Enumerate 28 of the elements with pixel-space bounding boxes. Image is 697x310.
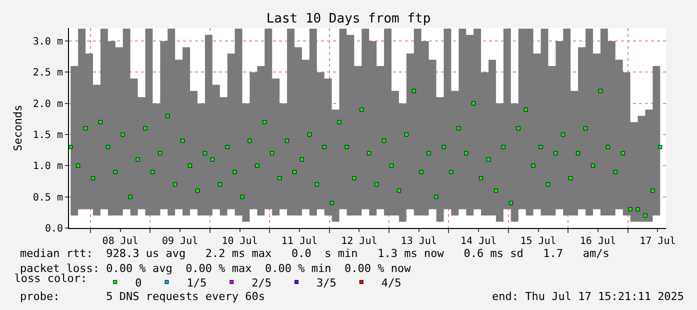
text: packet loss: 0.00 % avg 0.00 % max 0.00 % min 0.00 % now	[20, 262, 412, 275]
legend-label: 2/5	[252, 276, 272, 290]
y-tick-label: 1.5 m	[32, 130, 63, 142]
y-tick-label: 0.0	[44, 224, 63, 234]
y-tick-label: 0.5 m	[32, 192, 63, 204]
x-tick-label: 08 Jul	[102, 236, 138, 247]
legend-label: 0	[135, 276, 142, 290]
x-tick-label: 16 Jul	[580, 236, 616, 247]
chart-title: Last 10 Days from ftp	[266, 12, 431, 27]
text: end: Thu Jul 17 15:21:11 2025	[492, 290, 684, 303]
text: median rtt: 928.3 us avg 2.2 ms max 0.0 s min 1.3 ms now 0.6 ms sd 1.7 am/s	[20, 247, 610, 260]
y-axis-title: Seconds	[12, 104, 25, 152]
y-tick-label: 1.0 m	[32, 161, 63, 172]
x-tick-label: 12 Jul	[341, 236, 378, 247]
x-tick-label: 11 Jul	[281, 236, 318, 247]
legend-label: 3/5	[316, 276, 336, 290]
y-tick-label: 2.0 m	[32, 98, 63, 110]
x-tick-label: 14 Jul	[460, 236, 497, 247]
x-tick-label: 10 Jul	[222, 236, 258, 247]
legend-label: 1/5	[186, 276, 207, 290]
legend-label: 4/5	[381, 276, 402, 290]
x-tick-label: 15 Jul	[520, 236, 556, 247]
y-tick-label: 3.0 m	[32, 36, 63, 48]
x-tick-label: 13 Jul	[400, 236, 437, 247]
x-tick-label: 17 Jul	[640, 236, 676, 247]
x-tick-label: 09 Jul	[162, 236, 198, 247]
y-tick-label: 2.5 m	[32, 68, 63, 79]
text: probe: 5 DNS requests every 60s	[20, 290, 266, 303]
